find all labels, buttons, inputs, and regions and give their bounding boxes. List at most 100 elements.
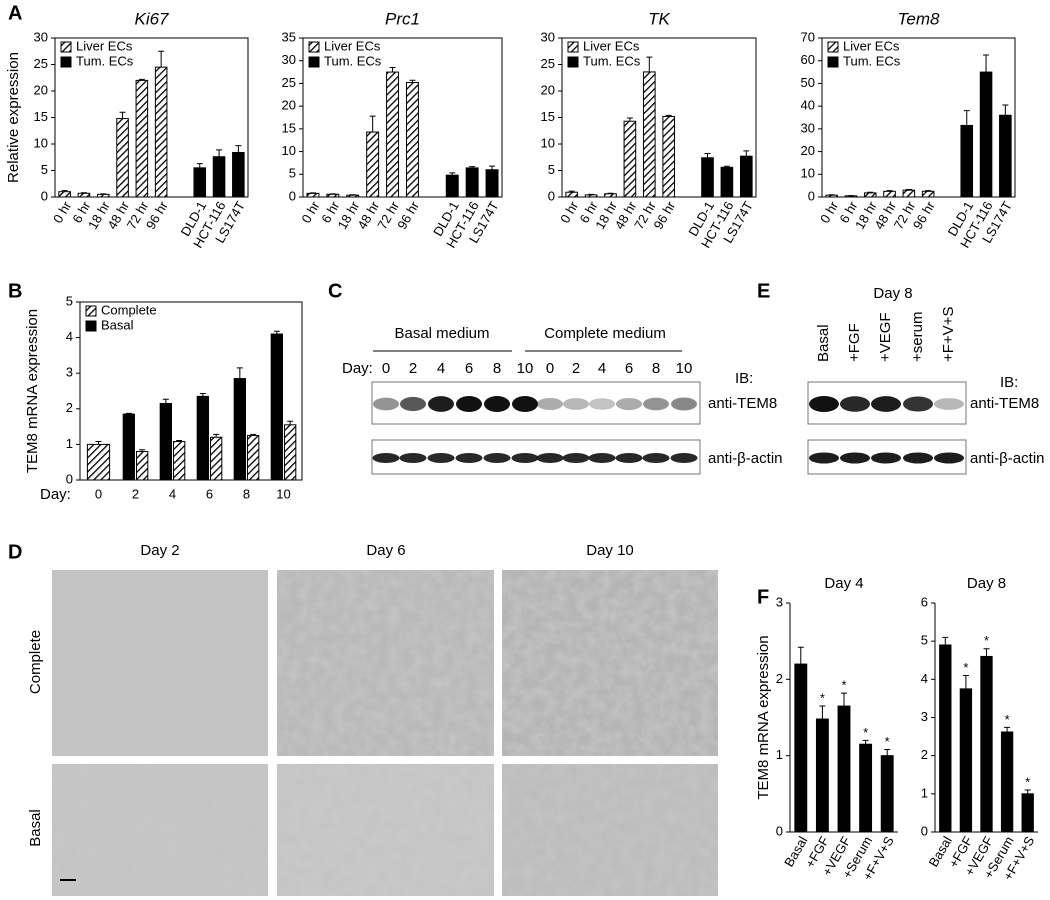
panel-letter: F: [757, 586, 769, 608]
error-bar: [199, 392, 206, 397]
lane-label: Basal: [815, 324, 832, 362]
y-tick-label: 50: [801, 75, 815, 90]
y-tick-label: 15: [34, 109, 48, 124]
legend-swatch: [85, 320, 97, 332]
bar: [642, 71, 656, 198]
y-tick-label: 1: [776, 747, 783, 762]
y-tick-label: 25: [282, 75, 296, 90]
band: [871, 452, 901, 464]
legend-label: Tum. ECs: [76, 53, 134, 68]
error-bar: [273, 330, 280, 335]
plot-frame: [79, 301, 303, 481]
lane-label: 0: [382, 360, 390, 377]
band: [483, 453, 511, 463]
y-tick-label: 20: [801, 143, 815, 158]
y-tick-label: 1: [921, 785, 928, 800]
band: [643, 397, 669, 411]
antibody-label: anti-β-actin: [970, 450, 1045, 467]
error-bar: [626, 117, 633, 122]
bar: [604, 193, 617, 198]
x-tick-label: 0 hr: [298, 198, 323, 225]
lane-label: +serum: [909, 312, 926, 362]
error-bar: [250, 433, 257, 436]
bar: [116, 118, 129, 198]
bar: [270, 333, 283, 481]
band: [903, 452, 933, 464]
error-bar: [797, 646, 804, 665]
column-label: Day 10: [586, 542, 634, 559]
error-bar: [963, 110, 970, 126]
error-bar: [867, 191, 874, 193]
legend-swatch: [60, 41, 72, 53]
legend-swatch: [308, 56, 320, 68]
x-tick-label: 0 hr: [557, 198, 582, 225]
error-bar: [819, 705, 826, 720]
band: [455, 453, 483, 463]
band: [536, 453, 564, 463]
y-tick-label: 20: [541, 82, 555, 97]
band: [871, 396, 901, 412]
bar: [959, 688, 973, 833]
bar: [465, 167, 479, 198]
legend-label: Tum. ECs: [583, 53, 641, 68]
error-bar: [886, 190, 893, 192]
band: [563, 398, 589, 410]
y-tick-label: 10: [801, 166, 815, 181]
y-tick-label: 4: [921, 671, 928, 686]
lane-label: 4: [437, 360, 445, 377]
micrograph-texture: [277, 764, 494, 896]
chart-title: Day 4: [824, 575, 863, 592]
chart-title: Day 8: [967, 575, 1006, 592]
error-bar: [1004, 726, 1011, 733]
lane-label: 6: [625, 360, 633, 377]
bar: [154, 66, 168, 198]
error-bar: [100, 193, 107, 195]
bar: [77, 192, 91, 198]
y-tick-label: 5: [66, 293, 73, 308]
ib-label: IB:: [1000, 374, 1018, 391]
x-tick-label: 96 hr: [910, 198, 938, 232]
error-bar: [162, 398, 169, 404]
error-bar: [235, 145, 242, 153]
error-bar: [884, 749, 891, 756]
blot-title: Day 8: [873, 285, 912, 302]
error-bar: [925, 190, 932, 192]
plot-frame: [821, 37, 1016, 198]
bar: [366, 131, 380, 198]
y-tick-label: 30: [282, 52, 296, 67]
error-bar: [138, 78, 145, 81]
legend-label: Liver ECs: [324, 38, 381, 53]
error-bar: [119, 111, 126, 119]
bar: [980, 655, 993, 833]
error-bar: [489, 165, 496, 170]
blot-c: Basal medium Complete medium Day: IB: an…: [342, 325, 783, 475]
bar: [825, 194, 838, 198]
bar: [212, 156, 226, 198]
chart-title: TK: [648, 9, 670, 28]
error-bar: [841, 692, 847, 707]
x-tick-label: 4: [169, 486, 176, 501]
error-bar: [158, 50, 165, 68]
y-tick-label: 3: [921, 709, 928, 724]
y-tick-label: 70: [801, 29, 815, 44]
error-bar: [125, 412, 132, 415]
error-bar: [236, 367, 243, 379]
lane-label: 2: [409, 360, 417, 377]
y-axis-label: TEM8 mRNA expression: [755, 635, 772, 799]
bar: [837, 705, 851, 833]
bar: [902, 189, 916, 198]
error-bar: [743, 150, 750, 157]
y-tick-label: 5: [548, 162, 555, 177]
panel-letter: D: [8, 541, 22, 563]
bar: [284, 424, 297, 481]
legend-swatch: [308, 41, 320, 53]
lane-label: 8: [493, 360, 501, 377]
band: [616, 397, 642, 411]
error-bar: [905, 189, 912, 191]
error-bar: [95, 441, 102, 445]
bar: [96, 193, 110, 198]
y-tick-label: 40: [801, 98, 815, 113]
y-tick-label: 5: [41, 162, 48, 177]
panel-letter: A: [8, 2, 22, 24]
